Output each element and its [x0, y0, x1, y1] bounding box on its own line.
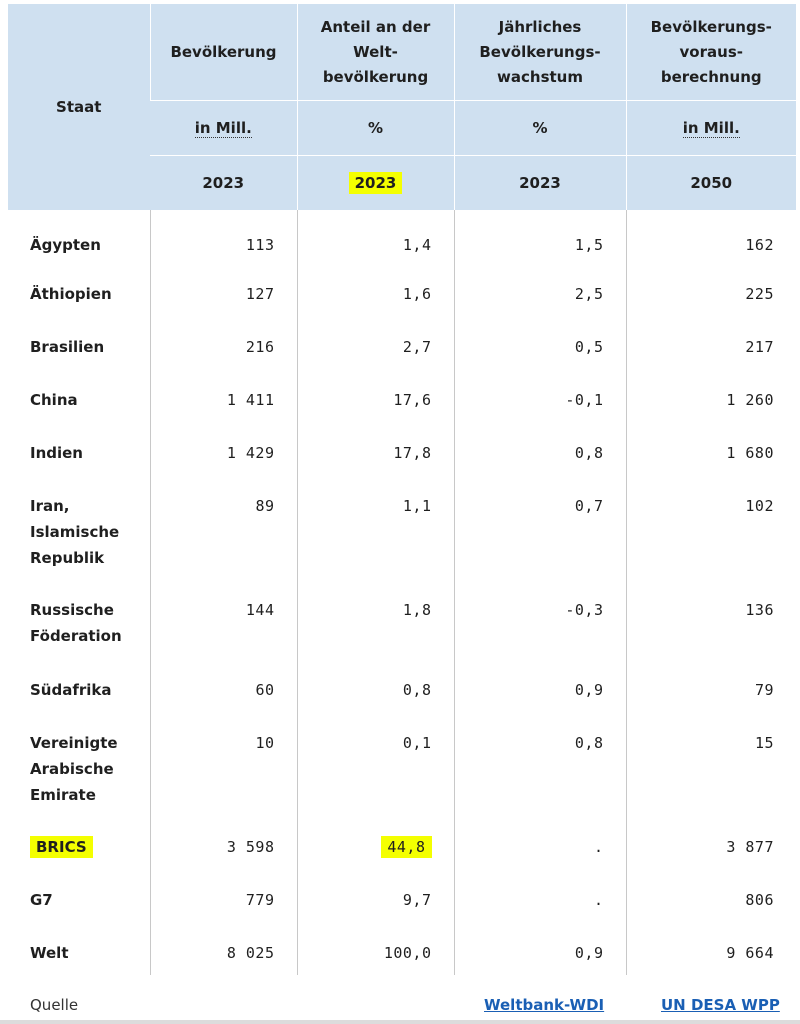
- year-wachstum: 2023: [453, 155, 626, 210]
- unit-vorausberechnung: in Mill.: [625, 100, 796, 156]
- cell-value: 0,9: [453, 922, 626, 975]
- table-row: Südafrika 60 0,8 0,9 79: [8, 659, 796, 712]
- cell-value: 3 598: [149, 816, 297, 869]
- unit-bevoelkerung: in Mill.: [150, 100, 297, 156]
- cell-value: 2,5: [453, 263, 626, 316]
- table-row: Iran, Islamische Republik 89 1,1 0,7 102: [8, 475, 796, 579]
- cell-value: 1,6: [296, 263, 454, 316]
- cell-value: 1 260: [625, 369, 796, 422]
- cell-value: 15: [625, 712, 796, 816]
- cell-value: 0,8: [453, 422, 626, 475]
- cell-value: 779: [149, 869, 297, 922]
- source-label: Quelle: [30, 996, 79, 1014]
- row-name: Südafrika: [30, 681, 112, 699]
- unit-wachstum: %: [453, 100, 626, 156]
- cell-value: 0,9: [453, 659, 626, 712]
- header-bevoelkerung: Bevölkerung: [149, 4, 297, 101]
- row-name: G7: [30, 891, 53, 909]
- row-name: Äthiopien: [30, 285, 112, 303]
- table-row: China 1 411 17,6 -0,1 1 260: [8, 369, 796, 422]
- row-name: Welt: [30, 944, 69, 962]
- row-name: Indien: [30, 444, 83, 462]
- cell-value: 1 680: [625, 422, 796, 475]
- cell-value: -0,3: [453, 579, 626, 659]
- highlight-marker: 2023: [348, 172, 403, 194]
- cell-value: 1,1: [296, 475, 454, 579]
- highlight-marker: BRICS: [30, 836, 93, 858]
- cell-value: 0,1: [296, 712, 454, 816]
- table-row: G7 779 9,7 . 806: [8, 869, 796, 922]
- cell-value: 79: [625, 659, 796, 712]
- cell-value: 0,8: [296, 659, 454, 712]
- table-row: BRICS 3 598 44,8 . 3 877: [8, 816, 796, 869]
- cell-value: 0,7: [453, 475, 626, 579]
- cell-value: 10: [149, 712, 297, 816]
- row-name: Brasilien: [30, 338, 105, 356]
- cell-value: 136: [625, 579, 796, 659]
- header-anteil: Anteil an der Welt- bevölkerung: [296, 4, 454, 101]
- source-footer: Quelle Weltbank-WDI UN DESA WPP: [30, 996, 790, 1020]
- year-bevoelkerung: 2023: [150, 155, 297, 210]
- row-name: Iran, Islamische Republik: [30, 497, 120, 567]
- cell-value: 0,8: [453, 712, 626, 816]
- weltbank-wdi-link[interactable]: Weltbank-WDI: [484, 996, 605, 1014]
- cell-value: 1,4: [296, 210, 454, 263]
- cell-value: 17,8: [296, 422, 454, 475]
- bottom-divider: [0, 1020, 800, 1024]
- cell-value: 8 025: [149, 922, 297, 975]
- cell-value: 9,7: [296, 869, 454, 922]
- header-staat: Staat: [8, 4, 150, 210]
- cell-value: 225: [625, 263, 796, 316]
- cell-value: 102: [625, 475, 796, 579]
- row-name: China: [30, 391, 78, 409]
- cell-value: 127: [149, 263, 297, 316]
- row-name: BRICS: [8, 816, 150, 869]
- cell-value: 100,0: [296, 922, 454, 975]
- header-wachstum: Jährliches Bevölkerungs- wachstum: [453, 4, 626, 101]
- cell-value: 1 411: [149, 369, 297, 422]
- row-name: Vereinigte Arabische Emirate: [30, 734, 118, 804]
- year-vorausberechnung: 2050: [625, 155, 796, 210]
- cell-value: .: [453, 869, 626, 922]
- cell-value: 0,5: [453, 316, 626, 369]
- table-row: Äthiopien 127 1,6 2,5 225: [8, 263, 796, 316]
- cell-value: 144: [149, 579, 297, 659]
- cell-value: 113: [149, 210, 297, 263]
- unit-anteil: %: [296, 100, 454, 156]
- table-row: Brasilien 216 2,7 0,5 217: [8, 316, 796, 369]
- row-name: Russische Föderation: [30, 601, 122, 645]
- cell-value: 216: [149, 316, 297, 369]
- cell-value: 1 429: [149, 422, 297, 475]
- table-row: Indien 1 429 17,8 0,8 1 680: [8, 422, 796, 475]
- highlight-marker: 44,8: [381, 836, 432, 858]
- year-anteil: 2023: [296, 155, 454, 210]
- table-row: Vereinigte Arabische Emirate 10 0,1 0,8 …: [8, 712, 796, 816]
- population-table: Staat Bevölkerung Anteil an der Welt- be…: [8, 4, 796, 975]
- row-name: Ägypten: [30, 236, 101, 254]
- table-row: Welt 8 025 100,0 0,9 9 664: [8, 922, 796, 975]
- cell-value: 806: [625, 869, 796, 922]
- cell-value: 1,8: [296, 579, 454, 659]
- table-row: Russische Föderation 144 1,8 -0,3 136: [8, 579, 796, 659]
- cell-value: 89: [149, 475, 297, 579]
- cell-value: 9 664: [625, 922, 796, 975]
- un-desa-wpp-link[interactable]: UN DESA WPP: [661, 996, 780, 1014]
- cell-value: .: [453, 816, 626, 869]
- cell-value: -0,1: [453, 369, 626, 422]
- cell-value: 162: [625, 210, 796, 263]
- table-row: Ägypten 113 1,4 1,5 162: [8, 210, 796, 263]
- cell-value: 17,6: [296, 369, 454, 422]
- cell-value: 1,5: [453, 210, 626, 263]
- cell-value: 217: [625, 316, 796, 369]
- header-vorausberechnung: Bevölkerungs- voraus- berechnung: [625, 4, 796, 101]
- cell-value: 44,8: [296, 816, 454, 869]
- cell-value: 60: [149, 659, 297, 712]
- cell-value: 2,7: [296, 316, 454, 369]
- cell-value: 3 877: [625, 816, 796, 869]
